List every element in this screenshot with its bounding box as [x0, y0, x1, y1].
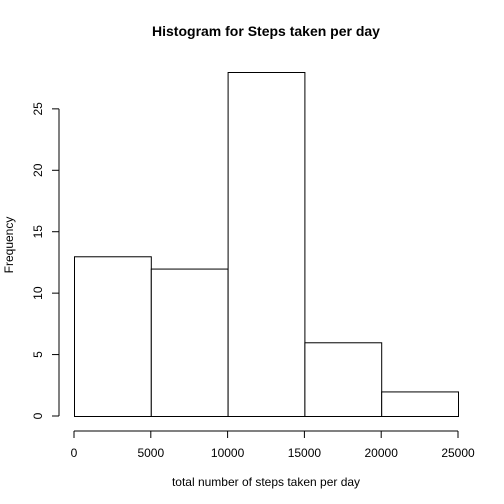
histogram-bar — [381, 391, 460, 417]
x-tick-label: 25000 — [441, 446, 475, 460]
histogram-bar — [304, 342, 383, 417]
x-tick-label: 5000 — [137, 446, 164, 460]
y-tick-label: 25 — [31, 102, 45, 116]
histogram-bar — [74, 256, 152, 417]
x-tick-label: 20000 — [365, 446, 399, 460]
histogram-bar — [227, 72, 306, 417]
y-tick-label: 10 — [31, 286, 45, 300]
chart-title: Histogram for Steps taken per day — [152, 23, 380, 39]
y-axis: 0 5 10 15 20 25 — [31, 102, 60, 419]
x-tick-label: 15000 — [288, 446, 322, 460]
x-tick-label: 0 — [71, 446, 78, 460]
histogram-bar — [150, 268, 229, 418]
y-tick-label: 15 — [31, 225, 45, 239]
x-axis-label: total number of steps taken per day — [172, 475, 360, 489]
x-axis: 0 5000 10000 15000 20000 25000 — [71, 430, 475, 460]
bars-group — [74, 72, 460, 418]
y-tick-label: 5 — [31, 351, 45, 358]
y-tick-label: 0 — [31, 412, 45, 419]
x-tick-label: 10000 — [211, 446, 245, 460]
y-axis-label: Frequency — [2, 217, 16, 274]
y-tick-label: 20 — [31, 163, 45, 177]
